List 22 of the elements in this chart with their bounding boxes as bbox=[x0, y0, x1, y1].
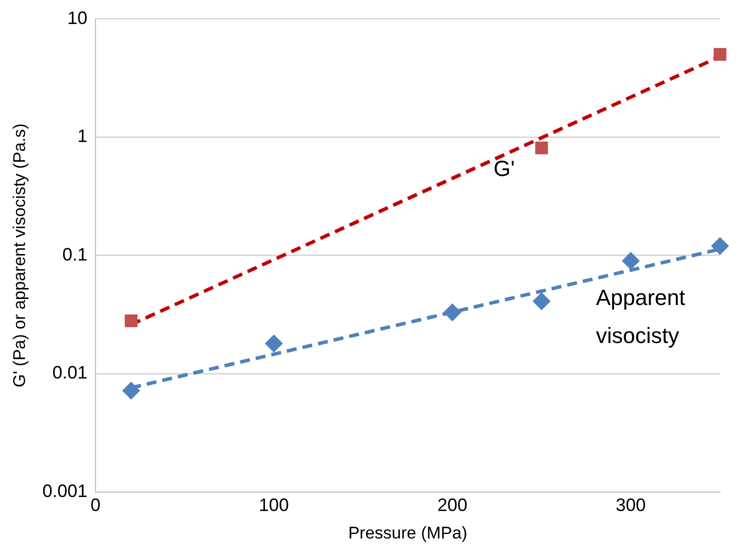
point bbox=[264, 334, 283, 352]
point bbox=[532, 292, 551, 310]
x-tick-label: 200 bbox=[437, 494, 468, 515]
x-tick-label: 300 bbox=[616, 494, 646, 515]
y-tick-label: 0.01 bbox=[52, 362, 88, 383]
point bbox=[714, 48, 726, 61]
point bbox=[535, 142, 548, 154]
x-tick-label: 0 bbox=[90, 494, 100, 515]
y-tick-label: 0.001 bbox=[42, 480, 88, 501]
point bbox=[122, 382, 140, 400]
y-axis-title: G' (Pa) or apparent visocisty (Pa.s) bbox=[10, 123, 29, 388]
x-tick-label: 100 bbox=[258, 494, 289, 515]
series-label: G' bbox=[494, 156, 515, 181]
point bbox=[622, 252, 640, 270]
point bbox=[124, 314, 138, 328]
y-tick-label: 0.1 bbox=[62, 244, 88, 264]
x-axis-title: Pressure (MPa) bbox=[348, 523, 468, 542]
point bbox=[443, 303, 462, 322]
y-tick-label: 1 bbox=[77, 126, 88, 146]
y-tick-label: 10 bbox=[67, 8, 88, 28]
point bbox=[711, 237, 729, 256]
series-label: Apparent visocisty bbox=[596, 285, 686, 348]
